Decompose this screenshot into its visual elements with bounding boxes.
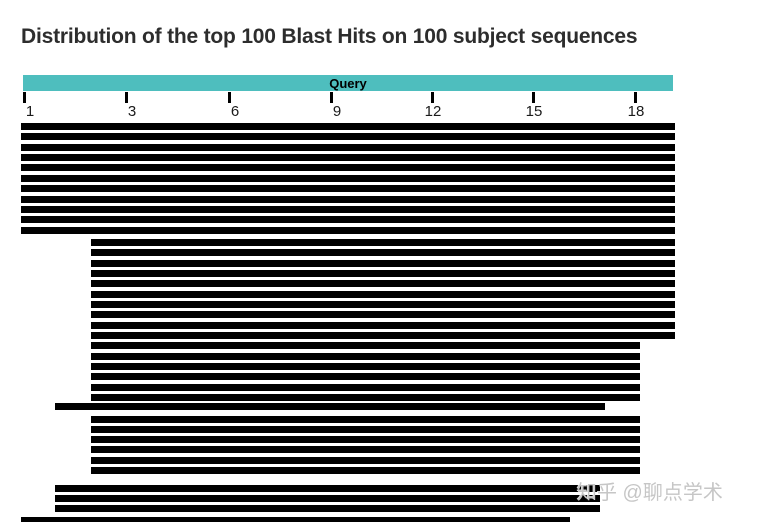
hit-bar xyxy=(91,311,675,318)
hit-bar xyxy=(91,363,640,370)
page-title: Distribution of the top 100 Blast Hits o… xyxy=(21,25,638,48)
watermark: 知乎 @聊点学术 xyxy=(577,482,723,504)
hit-bar xyxy=(91,270,675,277)
hit-bar xyxy=(91,467,640,474)
hit-bar xyxy=(91,260,675,267)
hit-bar xyxy=(91,322,675,329)
hit-bar xyxy=(21,133,675,140)
hit-bar xyxy=(91,249,675,256)
hit-bar xyxy=(91,291,675,298)
hit-bar xyxy=(21,196,675,203)
hit-bar xyxy=(91,353,640,360)
hit-bar xyxy=(91,373,640,380)
hit-bar xyxy=(21,175,675,182)
hit-bar xyxy=(21,164,675,171)
hit-bar xyxy=(21,227,675,234)
hit-bar xyxy=(91,239,675,246)
hit-bar xyxy=(91,332,675,339)
hit-bar xyxy=(91,426,640,433)
hit-bar xyxy=(21,206,675,213)
hit-bar xyxy=(55,505,600,512)
hit-bar xyxy=(91,416,640,423)
query-bar: Query xyxy=(23,75,673,91)
hit-bar xyxy=(21,517,570,522)
hit-bar xyxy=(91,436,640,443)
hit-bar xyxy=(55,495,600,502)
hit-bar xyxy=(21,123,675,130)
hit-bar xyxy=(91,446,640,453)
hit-bar xyxy=(21,154,675,161)
hit-bar xyxy=(91,457,640,464)
hit-bar xyxy=(55,403,605,410)
hit-bar xyxy=(55,485,600,492)
hit-bar xyxy=(91,394,640,401)
hit-bar xyxy=(91,384,640,391)
hit-bar xyxy=(91,301,675,308)
hit-bar xyxy=(91,280,675,287)
query-bar-label: Query xyxy=(329,76,367,91)
hit-bar xyxy=(21,216,675,223)
hit-bar xyxy=(21,185,675,192)
hit-bar xyxy=(21,144,675,151)
hit-bar xyxy=(91,342,640,349)
